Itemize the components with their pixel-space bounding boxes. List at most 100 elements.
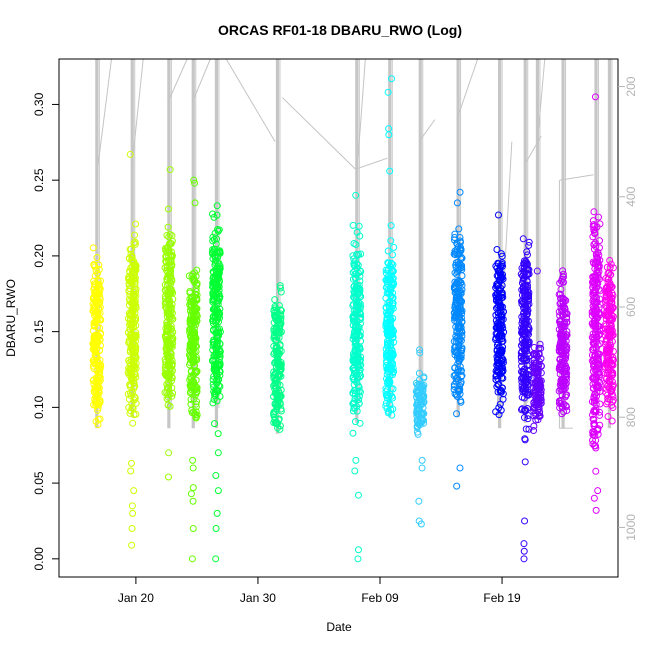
data-point [355, 399, 363, 407]
data-point [193, 291, 201, 299]
data-point [590, 229, 598, 237]
data-point [533, 377, 541, 385]
data-point [216, 265, 224, 273]
data-point [606, 343, 614, 351]
data-point [272, 326, 280, 334]
pressure-column [95, 59, 99, 429]
data-point [189, 464, 197, 472]
data-point [592, 299, 600, 307]
data-point [537, 369, 545, 377]
data-point [216, 305, 224, 313]
data-point [350, 386, 358, 394]
data-point [537, 382, 545, 390]
data-point [191, 199, 199, 207]
data-point [273, 322, 281, 330]
data-point [276, 282, 284, 290]
data-point [522, 378, 530, 386]
data-point [453, 410, 461, 418]
data-point [131, 280, 139, 288]
data-point [164, 401, 172, 409]
data-point [420, 373, 428, 381]
data-point [457, 398, 465, 406]
data-point [604, 347, 612, 355]
data-point [388, 251, 396, 259]
data-point [387, 237, 395, 245]
data-point [389, 369, 397, 377]
data-point [455, 225, 463, 233]
data-point [352, 310, 360, 318]
data-point [382, 276, 390, 284]
y-tick-label: 0.25 [32, 168, 46, 192]
data-point [212, 362, 220, 370]
data-point [349, 365, 357, 373]
data-point [192, 400, 200, 408]
data-point [161, 245, 169, 253]
data-point [210, 390, 218, 398]
data-point [216, 249, 224, 257]
data-point [273, 333, 281, 341]
data-point [352, 275, 360, 283]
data-point [520, 270, 528, 278]
data-point [562, 367, 570, 375]
data-point [91, 351, 99, 359]
data-point [456, 390, 464, 398]
data-point [277, 347, 285, 355]
data-point [529, 384, 537, 392]
data-point [209, 248, 217, 256]
data-point [162, 366, 170, 374]
data-point [522, 354, 530, 362]
data-point [523, 248, 531, 256]
data-point [214, 325, 222, 333]
data-point [212, 525, 220, 533]
data-point [356, 315, 364, 323]
x-tick-label: Jan 30 [240, 591, 276, 605]
data-point [349, 221, 357, 229]
data-point [168, 361, 176, 369]
data-point [129, 299, 137, 307]
data-point [274, 380, 282, 388]
data-point [521, 435, 529, 443]
data-point [188, 555, 196, 563]
data-point [129, 343, 137, 351]
data-point [498, 335, 506, 343]
data-point [594, 255, 602, 263]
data-point [594, 487, 602, 495]
data-point [562, 297, 570, 305]
data-point [590, 394, 598, 402]
data-point [415, 369, 423, 377]
data-point [356, 293, 364, 301]
data-point [164, 351, 172, 359]
data-point [607, 260, 615, 268]
data-point [130, 257, 138, 265]
data-point [450, 314, 458, 322]
pressure-trace [559, 174, 594, 181]
data-point [126, 321, 134, 329]
data-point [519, 235, 527, 243]
right-tick-label: 1000 [624, 514, 638, 541]
data-point [354, 382, 362, 390]
data-point [388, 266, 396, 274]
data-point [167, 307, 175, 315]
data-point [521, 338, 529, 346]
data-point [388, 411, 396, 419]
data-point [189, 456, 197, 464]
data-point [560, 371, 568, 379]
data-point [93, 392, 101, 400]
data-point [356, 343, 364, 351]
data-point [190, 361, 198, 369]
data-point [455, 341, 463, 349]
data-point [417, 381, 425, 389]
data-point [125, 287, 133, 295]
data-point [215, 267, 223, 275]
data-point [523, 310, 531, 318]
data-point [213, 259, 221, 267]
data-point [593, 382, 601, 390]
data-point [590, 415, 598, 423]
data-point [131, 240, 139, 248]
data-point [495, 322, 503, 330]
data-point [350, 261, 358, 269]
data-point [592, 444, 600, 452]
data-point [384, 88, 392, 96]
data-point [532, 416, 540, 424]
data-point [186, 355, 194, 363]
